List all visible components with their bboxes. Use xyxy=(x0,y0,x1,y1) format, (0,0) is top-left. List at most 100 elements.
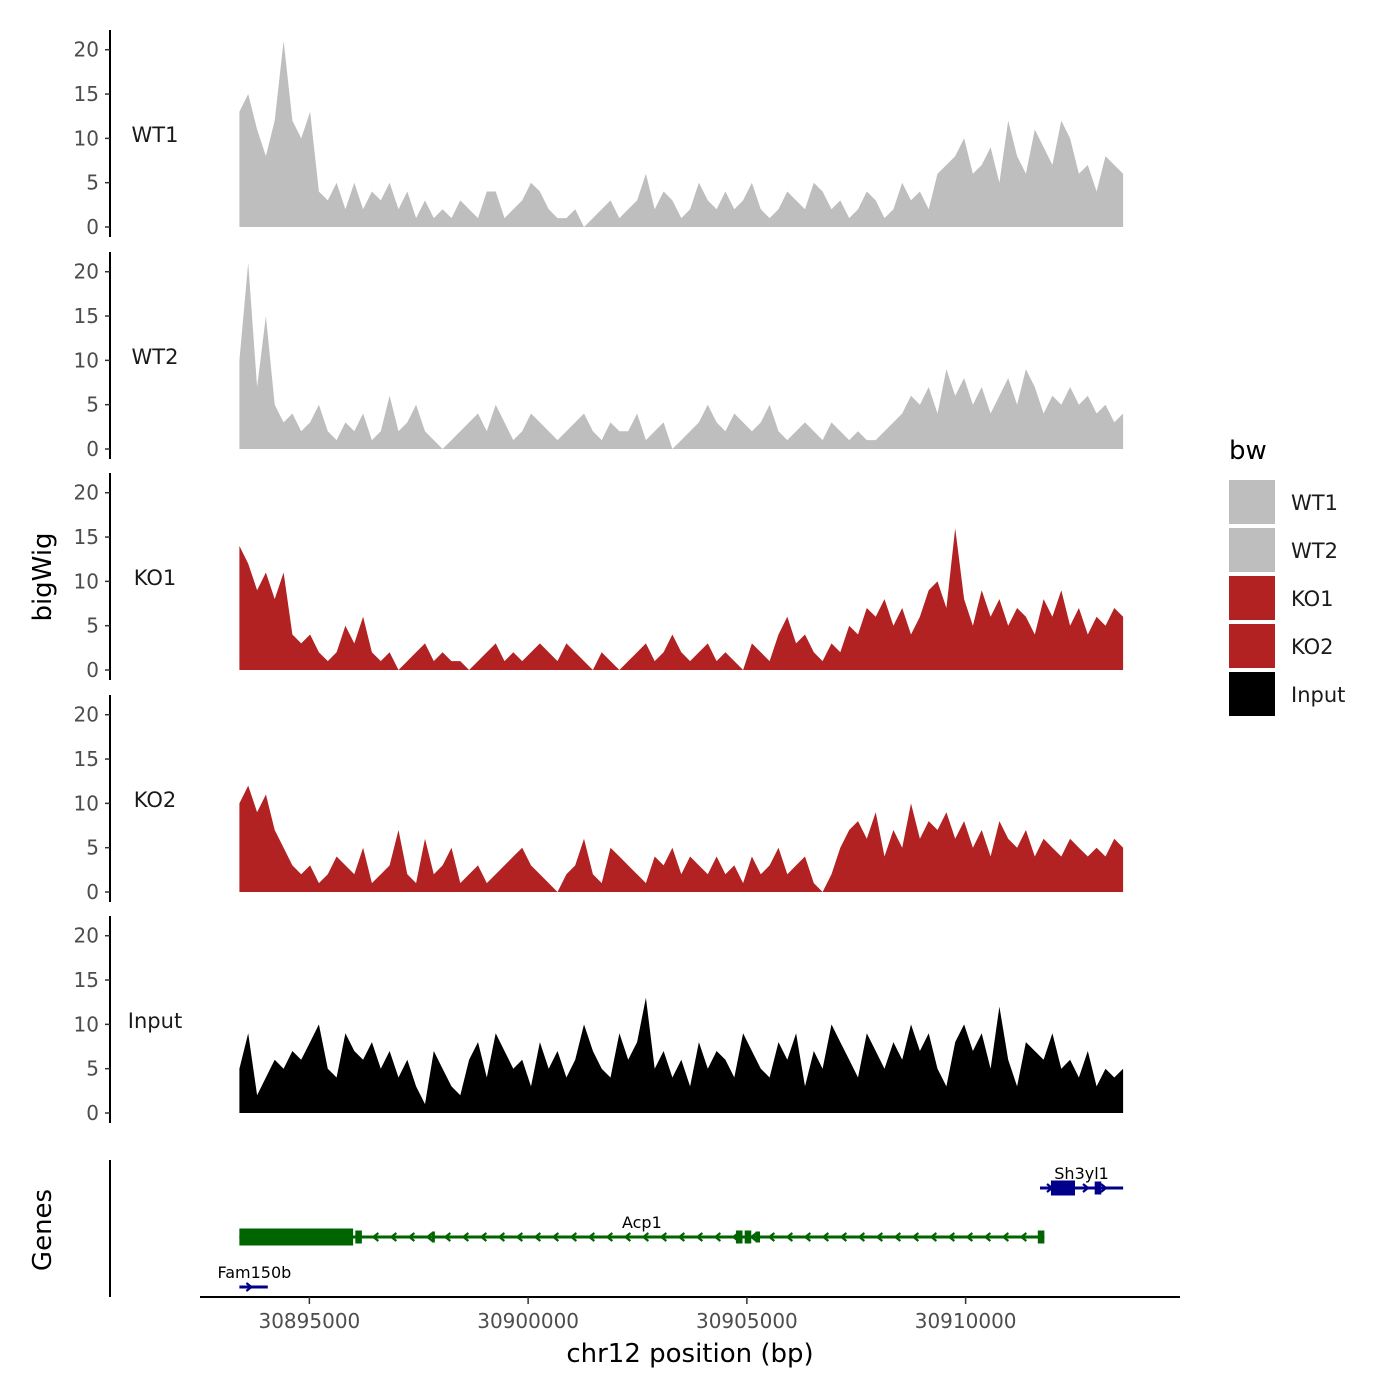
x-tick-label: 30905000 xyxy=(696,1309,798,1333)
strand-arrow xyxy=(407,1232,416,1242)
gene-label: Sh3yl1 xyxy=(1054,1164,1109,1183)
strand-arrow xyxy=(659,1232,668,1242)
track-label-ko1: KO1 xyxy=(134,566,177,590)
legend-title: bw xyxy=(1229,436,1267,466)
strand-arrow xyxy=(785,1232,794,1242)
y-tick-label: 5 xyxy=(86,836,99,860)
bigwig-tracks: 0 5 10 15 20 WT1 0 5 10 15 20 WT2 0 5 10 15 20 KO1 0 5 10 15 2… xyxy=(74,30,1124,1125)
strand-arrow xyxy=(677,1232,686,1242)
x-tick-label: 30910000 xyxy=(915,1309,1017,1333)
y-tick-label: 5 xyxy=(86,171,99,195)
track-wt1: 0 5 10 15 20 WT1 xyxy=(74,30,1124,239)
strand-arrow xyxy=(821,1232,830,1242)
gene-acp1: Acp1 xyxy=(239,1213,1045,1246)
area-ko2 xyxy=(239,785,1124,892)
legend-label-ko1: KO1 xyxy=(1291,587,1334,611)
exon xyxy=(744,1230,752,1244)
y-tick-label: 5 xyxy=(86,393,99,417)
strand-arrow xyxy=(497,1232,506,1242)
strand-arrow xyxy=(947,1232,956,1242)
legend-key-wt2 xyxy=(1229,528,1275,572)
strand-arrow xyxy=(1100,1183,1108,1193)
gene-label: Acp1 xyxy=(622,1213,662,1232)
y-tick-label: 0 xyxy=(86,215,99,239)
gene-sh3yl1: Sh3yl1 xyxy=(1040,1164,1124,1196)
gene-label: Fam150b xyxy=(217,1263,291,1282)
track-label-ko2: KO2 xyxy=(134,788,177,812)
exon xyxy=(755,1231,760,1243)
strand-arrow xyxy=(875,1232,884,1242)
strand-arrow xyxy=(965,1232,974,1242)
strand-arrow xyxy=(1019,1232,1028,1242)
strand-arrow xyxy=(371,1232,380,1242)
strand-arrow xyxy=(983,1232,992,1242)
legend-label-ko2: KO2 xyxy=(1291,635,1334,659)
strand-arrow xyxy=(641,1232,650,1242)
strand-arrow xyxy=(605,1232,614,1242)
strand-arrow xyxy=(443,1232,452,1242)
x-tick-label: 30895000 xyxy=(258,1309,360,1333)
y-tick-label: 0 xyxy=(86,880,99,904)
y-tick-label: 0 xyxy=(86,437,99,461)
track-label-wt2: WT2 xyxy=(132,345,179,369)
legend-label-wt2: WT2 xyxy=(1291,539,1338,563)
strand-arrow xyxy=(587,1232,596,1242)
strand-arrow xyxy=(839,1232,848,1242)
y-tick-label: 5 xyxy=(86,1057,99,1081)
area-ko1 xyxy=(239,528,1124,670)
y-tick-label: 0 xyxy=(86,658,99,682)
strand-arrow xyxy=(1001,1232,1010,1242)
strand-arrow xyxy=(623,1232,632,1242)
strand-arrow xyxy=(767,1232,776,1242)
area-wt1 xyxy=(239,40,1124,228)
exon xyxy=(239,1228,354,1246)
track-label-wt1: WT1 xyxy=(132,123,179,147)
strand-arrow xyxy=(857,1232,866,1242)
y-tick-label: 15 xyxy=(74,747,99,771)
y-tick-label: 15 xyxy=(74,525,99,549)
track-ko1: 0 5 10 15 20 KO1 xyxy=(74,473,1124,682)
strand-arrow xyxy=(533,1232,542,1242)
y-tick-label: 10 xyxy=(74,791,99,815)
y-tick-label: 20 xyxy=(74,924,99,948)
area-wt2 xyxy=(239,262,1124,449)
track-wt2: 0 5 10 15 20 WT2 xyxy=(74,252,1124,461)
strand-arrow xyxy=(929,1232,938,1242)
y-tick-label: 10 xyxy=(74,1012,99,1036)
x-axis-title: chr12 position (bp) xyxy=(566,1339,813,1369)
strand-arrow xyxy=(893,1232,902,1242)
gene-fam150b: Fam150b xyxy=(217,1263,291,1292)
y-tick-label: 20 xyxy=(74,703,99,727)
y-tick-label: 10 xyxy=(74,348,99,372)
strand-arrow xyxy=(713,1232,722,1242)
exon xyxy=(1057,1182,1062,1194)
y-tick-label: 10 xyxy=(74,569,99,593)
y-tick-label: 10 xyxy=(74,126,99,150)
x-tick-label: 30900000 xyxy=(477,1309,579,1333)
genes-axis-title: Genes xyxy=(28,1189,58,1271)
y-tick-label: 20 xyxy=(74,260,99,284)
track-label-input: Input xyxy=(128,1009,182,1033)
legend-label-input: Input xyxy=(1291,683,1345,707)
x-axis: 30895000 30900000 30905000 30910000 xyxy=(200,1296,1180,1333)
legend-key-ko1 xyxy=(1229,576,1275,620)
exon xyxy=(431,1231,435,1243)
exon xyxy=(355,1230,362,1244)
genes-track: Fam150b Acp1 Sh3yl1 xyxy=(109,1160,1124,1297)
strand-arrow xyxy=(911,1232,920,1242)
exon xyxy=(735,1230,743,1244)
y-tick-label: 0 xyxy=(86,1101,99,1125)
strand-arrow xyxy=(551,1232,560,1242)
y-tick-label: 20 xyxy=(74,481,99,505)
area-input xyxy=(239,997,1124,1113)
y-axis-title: bigWig xyxy=(28,532,58,621)
strand-arrow xyxy=(389,1232,398,1242)
legend-label-wt1: WT1 xyxy=(1291,491,1338,515)
strand-arrow xyxy=(479,1232,488,1242)
track-input: 0 5 10 15 20 Input xyxy=(74,916,1124,1125)
y-tick-label: 20 xyxy=(74,38,99,62)
strand-arrow xyxy=(1082,1183,1090,1193)
strand-arrow xyxy=(569,1232,578,1242)
y-tick-label: 15 xyxy=(74,968,99,992)
